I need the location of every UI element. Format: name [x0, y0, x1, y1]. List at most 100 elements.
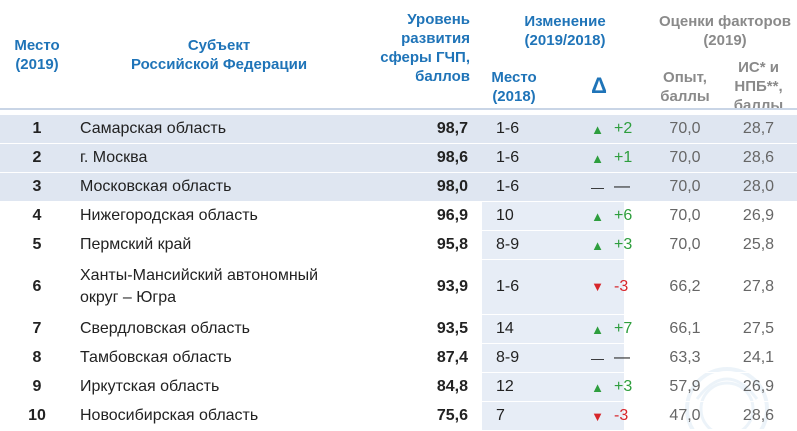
- score-cell: 93,5: [364, 314, 480, 344]
- subject-name-cell: Самарская область: [74, 115, 364, 144]
- score-cell: 93,9: [364, 259, 480, 315]
- rank-cell: 2: [0, 143, 74, 173]
- subject-name-cell: Нижегородская область: [74, 201, 364, 231]
- rank-cell: 5: [0, 230, 74, 260]
- table-row: 1 Самарская область 98,7 1-6 ▲ +2 70,0 28,7: [0, 115, 797, 144]
- opyt-cell: 70,0: [650, 230, 720, 260]
- score-cell: 98,7: [364, 115, 480, 144]
- table-body: 1 Самарская область 98,7 1-6 ▲ +2 70,0 28,7 2 г. …: [0, 115, 797, 431]
- trend-arrow-icon: ▼: [548, 259, 608, 315]
- change-value-cell: +3: [608, 372, 650, 402]
- opyt-cell: 47,0: [650, 401, 720, 431]
- rank-cell: 9: [0, 372, 74, 402]
- change-value-cell: +1: [608, 143, 650, 173]
- rank-cell: 3: [0, 172, 74, 202]
- change-value-cell: +2: [608, 115, 650, 144]
- prev-place-cell: 12: [480, 372, 548, 402]
- prev-place-cell: 1-6: [480, 115, 548, 144]
- prev-place-cell: 1-6: [480, 259, 548, 315]
- trend-arrow-icon: ▲: [548, 230, 608, 260]
- subject-name-cell: Тамбовская область: [74, 343, 364, 373]
- header-level: Уровень развития сферы ГЧП, баллов: [380, 11, 470, 85]
- subject-name-cell: Свердловская область: [74, 314, 364, 344]
- change-value-cell: +7: [608, 314, 650, 344]
- change-value-cell: +3: [608, 230, 650, 260]
- header-change: Изменение (2019/2018): [524, 13, 606, 49]
- score-cell: 95,8: [364, 230, 480, 260]
- prev-place-cell: 8-9: [480, 230, 548, 260]
- opyt-cell: 57,9: [650, 372, 720, 402]
- opyt-cell: 70,0: [650, 143, 720, 173]
- is-npb-cell: 28,0: [720, 172, 797, 202]
- subject-name-cell: Новосибирская область: [74, 401, 364, 431]
- prev-place-cell: 10: [480, 201, 548, 231]
- change-value-cell: -3: [608, 259, 650, 315]
- table-row: 9 Иркутская область 84,8 12 ▲ +3 57,9 26,9: [0, 372, 797, 402]
- is-npb-cell: 27,8: [720, 259, 797, 315]
- header-opyt: Опыт, баллы: [660, 68, 710, 105]
- prev-place-cell: 7: [480, 401, 548, 431]
- header-change-delta: Δ: [591, 72, 607, 98]
- subject-name-cell: Пермский край: [74, 230, 364, 260]
- header-subject: Субъект Российской Федерации: [130, 37, 308, 73]
- subject-name-cell: Иркутская область: [74, 372, 364, 402]
- opyt-cell: 63,3: [650, 343, 720, 373]
- table-header: Место (2019) Субъект Российской Федераци…: [0, 0, 797, 115]
- subject-name-cell: Московская область: [74, 172, 364, 202]
- header-is-npb: ИС* и НПБ**, баллы: [733, 59, 784, 114]
- trend-arrow-icon: ▲: [548, 115, 608, 144]
- trend-arrow-icon: ▼: [548, 401, 608, 431]
- rank-cell: 8: [0, 343, 74, 373]
- table-row: 6 Ханты-Мансийский автономный округ – Югр…: [0, 259, 797, 315]
- opyt-cell: 70,0: [650, 201, 720, 231]
- table-row: 4 Нижегородская область 96,9 10 ▲ +6 70,0 26,9: [0, 201, 797, 231]
- header-place: Место (2019): [14, 37, 60, 73]
- change-value-cell: +6: [608, 201, 650, 231]
- subject-name-cell: г. Москва: [74, 143, 364, 173]
- trend-arrow-icon: ▲: [548, 201, 608, 231]
- header-factors: Оценки факторов (2019): [658, 13, 792, 49]
- rank-cell: 10: [0, 401, 74, 431]
- table-row: 10 Новосибирская область 75,6 7 ▼ -3 47,0 28,6: [0, 401, 797, 431]
- is-npb-cell: 25,8: [720, 230, 797, 260]
- trend-arrow-icon: —: [548, 343, 608, 373]
- table-row: 3 Московская область 98,0 1-6— —70,0 28,0: [0, 172, 797, 202]
- score-cell: 84,8: [364, 372, 480, 402]
- trend-arrow-icon: ▲: [548, 314, 608, 344]
- score-cell: 87,4: [364, 343, 480, 373]
- is-npb-cell: 27,5: [720, 314, 797, 344]
- opyt-cell: 66,1: [650, 314, 720, 344]
- prev-place-cell: 8-9: [480, 343, 548, 373]
- table-row: 8 Тамбовская область 87,4 8-9— —63,3 24,1: [0, 343, 797, 373]
- change-value-cell: —: [608, 172, 650, 202]
- score-cell: 98,6: [364, 143, 480, 173]
- rank-cell: 7: [0, 314, 74, 344]
- table-row: 2 г. Москва 98,6 1-6 ▲ +1 70,0 28,6: [0, 143, 797, 173]
- header-separator: [0, 108, 797, 110]
- rank-cell: 4: [0, 201, 74, 231]
- is-npb-cell: 28,7: [720, 115, 797, 144]
- opyt-cell: 66,2: [650, 259, 720, 315]
- rank-cell: 6: [0, 259, 74, 315]
- table-row: 7 Свердловская область 93,5 14 ▲ +7 66,1 27,5: [0, 314, 797, 344]
- is-npb-cell: 24,1: [720, 343, 797, 373]
- score-cell: 96,9: [364, 201, 480, 231]
- trend-arrow-icon: ▲: [548, 143, 608, 173]
- rank-cell: 1: [0, 115, 74, 144]
- change-value-cell: —: [608, 343, 650, 373]
- is-npb-cell: 26,9: [720, 372, 797, 402]
- score-cell: 98,0: [364, 172, 480, 202]
- subject-name-cell: Ханты-Мансийский автономный округ – Югра: [74, 259, 364, 315]
- header-change-place: Место (2018): [491, 68, 537, 105]
- is-npb-cell: 28,6: [720, 401, 797, 431]
- is-npb-cell: 26,9: [720, 201, 797, 231]
- is-npb-cell: 28,6: [720, 143, 797, 173]
- prev-place-cell: 1-6: [480, 172, 548, 202]
- opyt-cell: 70,0: [650, 172, 720, 202]
- prev-place-cell: 14: [480, 314, 548, 344]
- score-cell: 75,6: [364, 401, 480, 431]
- table-row: 5 Пермский край 95,8 8-9 ▲ +3 70,0 25,8: [0, 230, 797, 260]
- change-value-cell: -3: [608, 401, 650, 431]
- opyt-cell: 70,0: [650, 115, 720, 144]
